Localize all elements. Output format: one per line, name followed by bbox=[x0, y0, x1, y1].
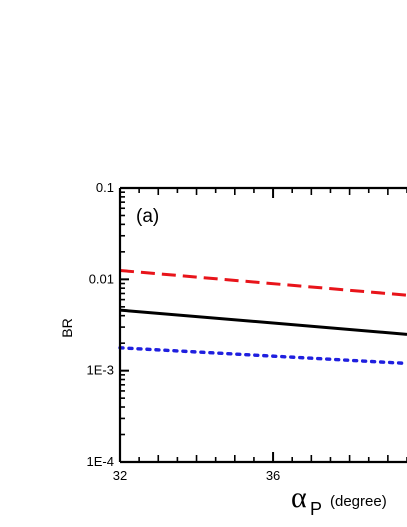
series-layer bbox=[118, 268, 407, 366]
ticks-layer: 0.1 0.01 1E-3 1E-432 36 bbox=[87, 180, 407, 483]
panel-label: (a) bbox=[136, 206, 159, 227]
series-line-dashed bbox=[119, 268, 407, 297]
x-axis-label-unit: (degree) bbox=[330, 493, 387, 510]
x-axis-label-subscript: P bbox=[310, 499, 322, 519]
y-tick-label: 0.1 bbox=[96, 180, 114, 195]
y-tick-label: 1E-4 bbox=[87, 454, 114, 469]
x-axis-label-symbol: α bbox=[291, 481, 307, 514]
series-line-solid bbox=[119, 308, 407, 336]
x-tick-label: 36 bbox=[266, 468, 280, 483]
y-tick-label: 1E-3 bbox=[87, 363, 114, 378]
series-line-dotted bbox=[118, 346, 407, 366]
y-tick-label: 0.01 bbox=[89, 271, 114, 286]
x-tick-label: 32 bbox=[113, 468, 127, 483]
y-axis-label: BR bbox=[59, 318, 75, 337]
axes-layer bbox=[118, 186, 407, 464]
